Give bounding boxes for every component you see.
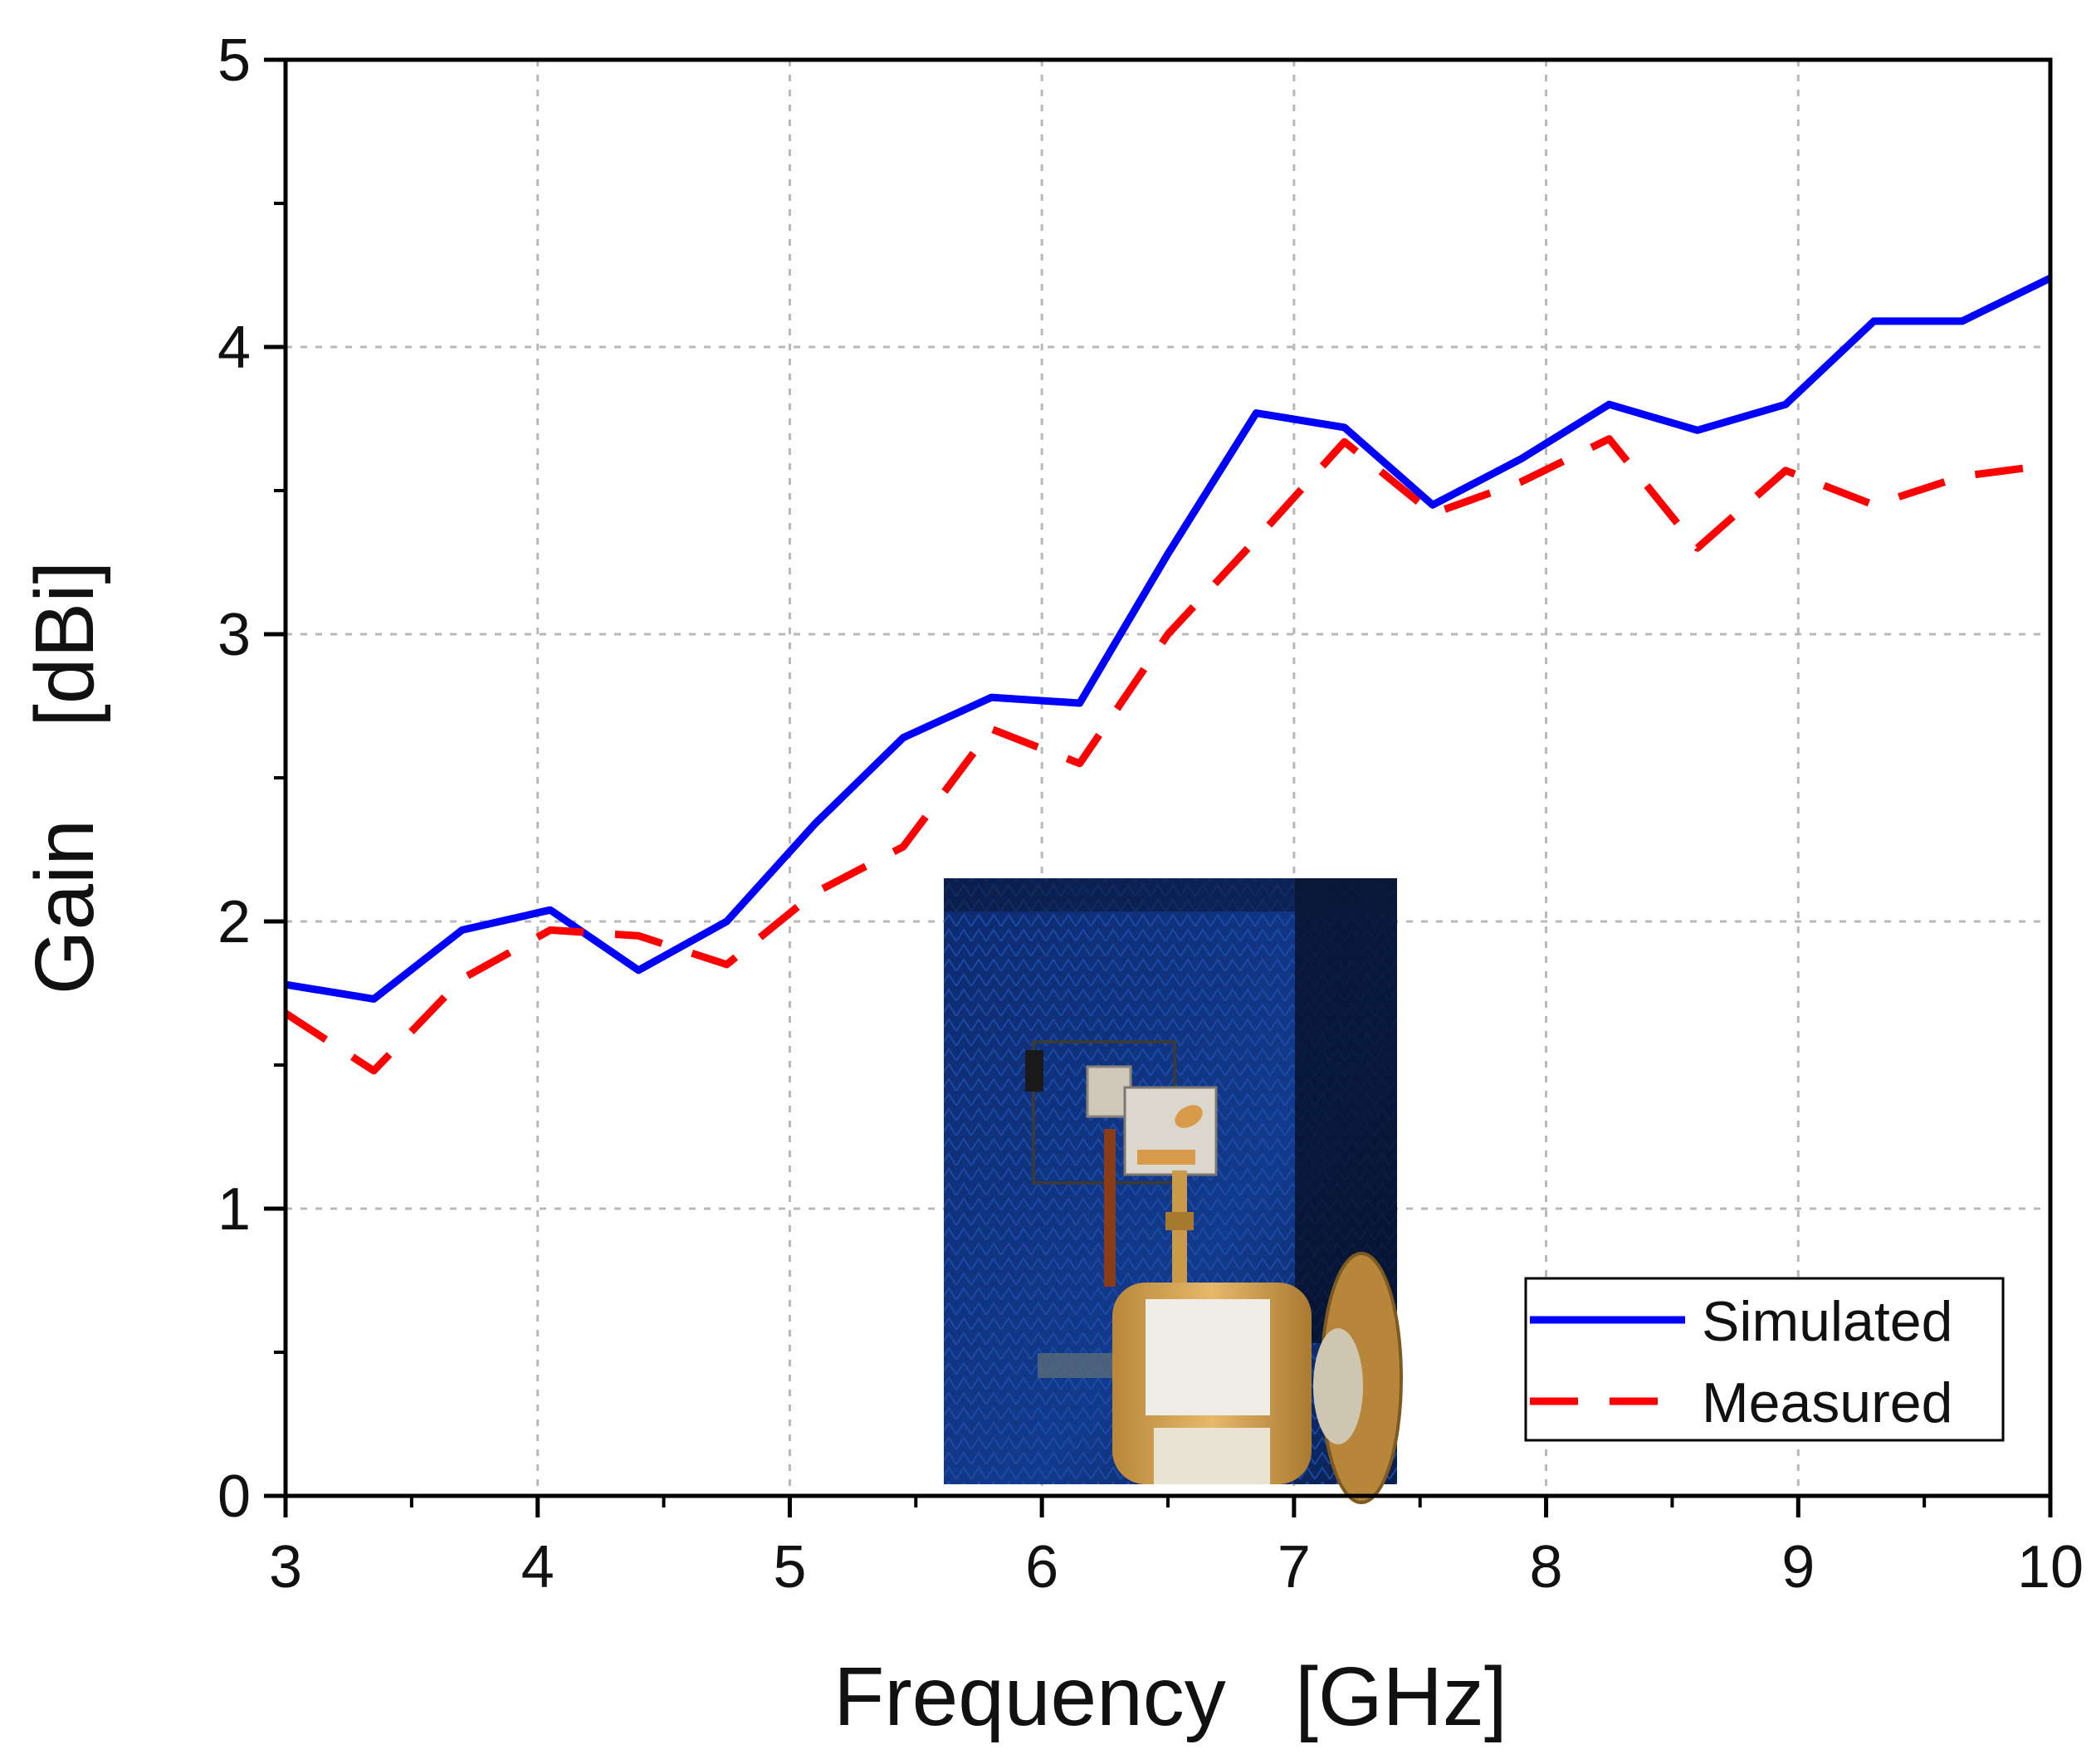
x-tick-label: 10	[2017, 1534, 2084, 1600]
y-tick-label: 5	[217, 27, 251, 94]
y-tick-label: 3	[217, 602, 251, 668]
y-tick-label: 0	[217, 1463, 251, 1530]
y-tick-label: 1	[217, 1176, 251, 1243]
series-layer	[286, 274, 2050, 1075]
legend-label-measured: Measured	[1702, 1371, 1952, 1434]
x-tick-label: 7	[1278, 1534, 1311, 1600]
series-line-measured	[286, 435, 2050, 1075]
y-tick-label: 4	[217, 315, 251, 381]
antenna-photo-inset	[944, 878, 1403, 1504]
x-tick-label: 8	[1530, 1534, 1563, 1600]
y-tick-label: 2	[217, 889, 251, 955]
legend-label-simulated: Simulated	[1702, 1290, 1952, 1353]
legend: Simulated Measured	[1524, 1277, 2005, 1442]
legend-box	[1524, 1277, 2005, 1442]
x-tick-label: 4	[521, 1534, 555, 1600]
x-tick-label: 3	[269, 1534, 302, 1600]
x-tick-label: 9	[1781, 1534, 1815, 1600]
x-tick-label: 5	[773, 1534, 806, 1600]
x-tick-label: 6	[1025, 1534, 1058, 1600]
y-axis-title: Gain [dBi]	[18, 561, 111, 994]
x-axis-title: Frequency [GHz]	[833, 1650, 1507, 1743]
axis-ticks: 3 4 5 6 7 8 9 10 0 1 2 3 4 5	[217, 27, 2084, 1600]
